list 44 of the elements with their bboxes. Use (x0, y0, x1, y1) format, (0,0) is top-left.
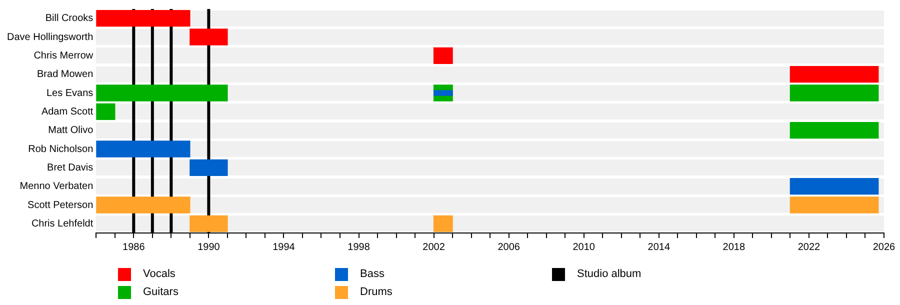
bar (96, 103, 116, 120)
x-tick-label: 2018 (722, 242, 746, 253)
x-tick-label: 1998 (348, 242, 370, 253)
bar (433, 215, 453, 232)
y-tick-label: Adam Scott (41, 106, 94, 118)
bar (96, 140, 190, 158)
y-tick-label: Rob Nicholson (28, 144, 94, 155)
y-tick-label: Bret Davis (47, 162, 94, 174)
legend-label: Vocals (143, 268, 176, 280)
x-tick-label: 2002 (422, 242, 446, 253)
bar (96, 10, 190, 27)
bar (790, 66, 879, 83)
bar (790, 122, 879, 139)
x-tick-label: 2026 (872, 242, 896, 253)
bar (790, 178, 879, 195)
bar (190, 215, 228, 232)
y-tick-label: Bill Crooks (45, 13, 94, 24)
bar (96, 84, 228, 102)
bar (433, 47, 453, 64)
x-tick-label: 1986 (122, 242, 146, 253)
y-tick-label: Menno Verbaten (20, 181, 94, 192)
y-tick-label: Les Evans (46, 88, 94, 99)
x-tick-label: 2006 (498, 242, 520, 253)
legend-label: Bass (360, 268, 384, 280)
y-tick-label: Scott Peterson (28, 200, 94, 211)
bar (433, 90, 453, 96)
bar (190, 159, 228, 176)
y-tick-label: Matt Olivo (48, 125, 94, 136)
x-tick-label: 2022 (798, 242, 821, 253)
bar (790, 196, 879, 214)
y-tick-label: Brad Mowen (37, 69, 94, 80)
bar (790, 84, 879, 102)
legend-label: Studio album (577, 268, 642, 280)
bar (190, 28, 228, 46)
x-tick-label: 1994 (272, 242, 296, 253)
y-tick-label: Chris Lehfeldt (31, 218, 94, 230)
x-tick-label: 2010 (572, 242, 596, 253)
x-tick-label: 1990 (198, 242, 220, 253)
legend-label: Guitars (143, 286, 178, 298)
x-tick-label: 2014 (648, 242, 670, 253)
y-tick-label: Chris Merrow (34, 50, 94, 62)
y-tick-label: Dave Hollingsworth (6, 32, 94, 43)
bar (96, 196, 190, 214)
legend-label: Drums (360, 286, 392, 298)
